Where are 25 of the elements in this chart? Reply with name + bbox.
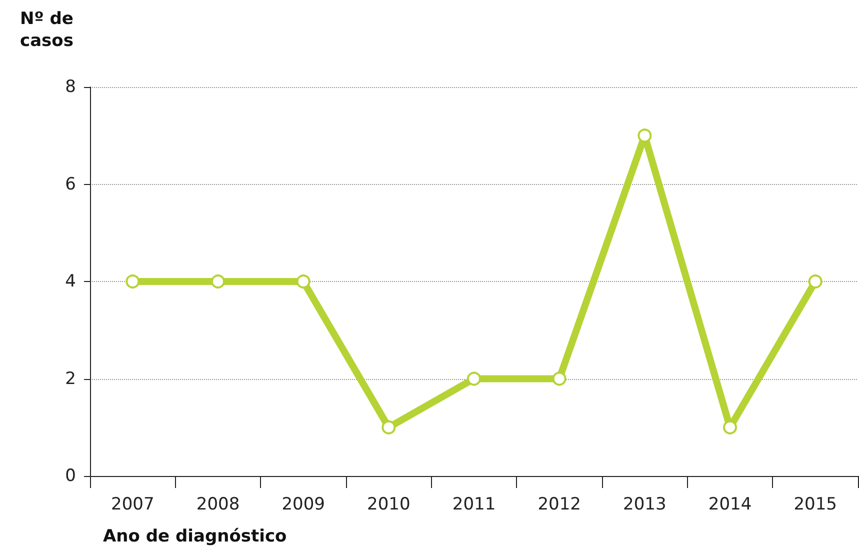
- x-tick-label: 2008: [196, 494, 240, 514]
- x-tick-label: 2011: [452, 494, 496, 514]
- x-tick-label: 2013: [623, 494, 666, 514]
- point: [638, 128, 652, 143]
- y-tick-label: 0: [65, 466, 76, 486]
- x-axis-title: Ano de diagnóstico: [103, 526, 287, 546]
- y-tick-label: 2: [65, 368, 76, 389]
- y-tick-label: 4: [65, 272, 76, 292]
- y-tick-label: 8: [65, 77, 76, 97]
- x-tick-label: 2007: [111, 494, 154, 514]
- y-axis-title: Nº de casos: [20, 9, 80, 51]
- x-tick-label: 2014: [708, 494, 752, 514]
- y-tick-label: 6: [65, 174, 76, 194]
- point: [467, 372, 481, 386]
- point: [723, 420, 737, 434]
- x-tick-label: 2015: [794, 494, 837, 514]
- x-tick-label: 2009: [282, 494, 325, 514]
- point: [211, 274, 225, 288]
- point: [296, 274, 310, 288]
- x-tick-label: 2012: [538, 494, 581, 514]
- point: [808, 274, 822, 288]
- point: [552, 372, 566, 386]
- point: [126, 274, 140, 288]
- point: [382, 420, 396, 434]
- x-tick-label: 2010: [367, 494, 410, 514]
